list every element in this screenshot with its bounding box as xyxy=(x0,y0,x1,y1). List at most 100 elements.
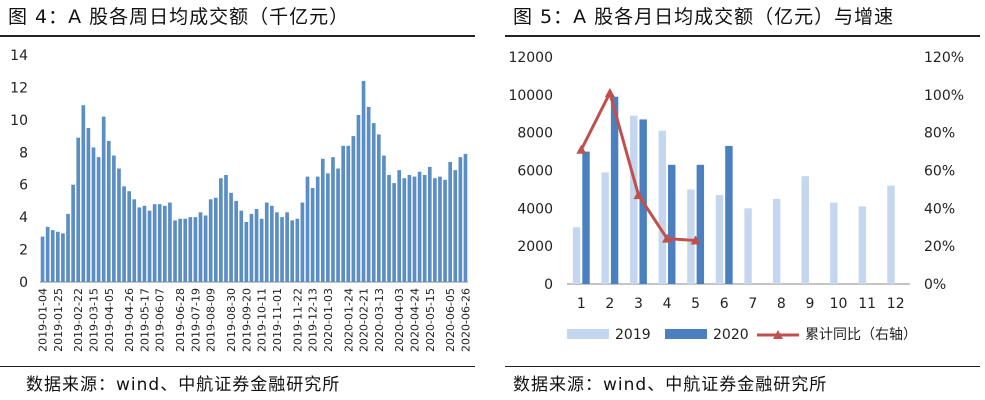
y2-tick-label: 100% xyxy=(924,88,964,104)
bar-2019 xyxy=(858,206,867,284)
weekly-bar xyxy=(346,145,351,282)
weekly-bar xyxy=(280,217,284,282)
weekly-bar xyxy=(86,127,91,282)
y-tick-label: 14 xyxy=(10,48,28,64)
x-tick-label: 2019-06-28 xyxy=(174,288,187,352)
x-tick-label: 2019-05-17 xyxy=(138,288,151,352)
weekly-bar xyxy=(244,222,249,282)
weekly-bar xyxy=(76,137,81,282)
weekly-bar xyxy=(259,218,264,282)
weekly-bar xyxy=(285,212,289,282)
x-tick-label: 2019-08-30 xyxy=(225,288,238,352)
x-tick-label: 6 xyxy=(720,296,729,312)
x-tick-label: 5 xyxy=(691,296,700,312)
weekly-bar xyxy=(45,226,50,282)
weekly-bar xyxy=(122,186,126,282)
x-tick-label: 4 xyxy=(663,296,672,312)
x-tick-label: 2019-02-22 xyxy=(72,288,85,352)
weekly-bar xyxy=(438,176,442,282)
y-tick-label: 4 xyxy=(19,210,28,226)
weekly-bar xyxy=(427,166,432,282)
yoy-marker xyxy=(576,144,587,154)
y-tick-label: 2 xyxy=(19,243,28,259)
legend-swatch-2020 xyxy=(665,329,707,339)
bar-2019 xyxy=(687,189,695,284)
weekly-bar xyxy=(336,168,340,282)
weekly-bar xyxy=(433,178,437,282)
y-tick-label: 0 xyxy=(19,275,28,291)
x-tick-label: 2019-08-09 xyxy=(205,288,218,352)
weekly-bar xyxy=(458,157,463,282)
y2-tick-label: 80% xyxy=(924,126,955,142)
monthly-source-rule xyxy=(505,366,980,367)
weekly-bar xyxy=(275,212,279,282)
weekly-bar xyxy=(101,116,106,282)
weekly-title-rule xyxy=(0,35,475,37)
x-tick-label: 2019-04-05 xyxy=(103,288,116,352)
weekly-bar xyxy=(407,174,412,282)
x-tick-label: 2020-01-03 xyxy=(322,288,335,352)
x-tick-label: 2020-02-21 xyxy=(358,288,371,352)
weekly-bar xyxy=(361,80,366,282)
weekly-bar xyxy=(71,184,75,282)
x-tick-label: 2019-06-07 xyxy=(154,288,167,352)
weekly-bar xyxy=(137,207,142,282)
weekly-bar xyxy=(81,105,86,282)
weekly-bar xyxy=(106,140,111,282)
weekly-bar xyxy=(50,230,55,282)
weekly-bar xyxy=(147,210,152,282)
x-tick-label: 2019-12-13 xyxy=(307,288,320,352)
x-tick-label: 2019-04-26 xyxy=(123,288,136,352)
x-tick-label: 2019-03-15 xyxy=(88,288,101,352)
y2-tick-label: 40% xyxy=(924,201,955,217)
y2-tick-label: 120% xyxy=(924,50,964,66)
x-tick-label: 2019-07-19 xyxy=(189,288,202,352)
weekly-bar xyxy=(387,174,391,282)
weekly-turnover-panel: 图 4：A 股各周日均成交额（千亿元） 0 2 4 6 8 10 12 14 2019-01-0… xyxy=(0,0,475,400)
weekly-bar xyxy=(117,168,121,282)
legend-label-yoy: 累计同比（右轴） xyxy=(805,327,917,343)
bar-2019 xyxy=(887,185,895,284)
weekly-source-rule xyxy=(0,366,475,367)
x-tick-label: 2019-01-04 xyxy=(37,288,50,352)
y-tick-label: 12000 xyxy=(508,50,553,66)
weekly-bar xyxy=(366,106,371,282)
weekly-bar xyxy=(463,153,468,282)
x-tick-label: 2019-10-11 xyxy=(256,288,269,352)
weekly-bar xyxy=(173,220,177,282)
y-tick-label: 10 xyxy=(10,113,28,129)
weekly-bar xyxy=(239,210,244,282)
weekly-bar xyxy=(208,199,213,282)
weekly-bar xyxy=(453,170,458,282)
weekly-bar xyxy=(351,136,356,282)
weekly-bar xyxy=(203,215,208,282)
yoy-line xyxy=(579,88,696,242)
weekly-bar xyxy=(55,231,60,282)
weekly-bar xyxy=(269,205,274,282)
bar-2019 xyxy=(744,208,752,284)
x-tick-label: 1 xyxy=(577,296,586,312)
yoy-marker xyxy=(633,190,644,200)
legend-label-2020: 2020 xyxy=(713,327,749,343)
x-tick-label: 12 xyxy=(887,296,905,312)
weekly-bar xyxy=(295,218,300,282)
weekly-bar xyxy=(198,212,203,282)
monthly-chart-title: 图 5：A 股各月日均成交额（亿元）与增速 xyxy=(513,6,895,28)
weekly-bar xyxy=(132,199,137,282)
bar-2019 xyxy=(601,172,609,284)
weekly-bar xyxy=(219,178,223,282)
bar-2019 xyxy=(715,195,724,284)
y2-tick-label: 20% xyxy=(924,239,955,255)
y-tick-label: 10000 xyxy=(508,88,553,104)
bar-2019 xyxy=(772,198,781,284)
weekly-bar xyxy=(331,157,335,282)
bar-2020 xyxy=(668,164,676,284)
weekly-bar xyxy=(422,174,427,282)
x-tick-label: 2019-11-22 xyxy=(291,288,304,352)
x-tick-label: 8 xyxy=(777,296,786,312)
x-tick-label: 2020-05-15 xyxy=(424,288,437,352)
bar-2020 xyxy=(582,151,590,284)
y-tick-label: 6 xyxy=(19,178,28,194)
y2-tick-label: 60% xyxy=(924,164,955,180)
y-tick-label: 4000 xyxy=(517,201,553,217)
